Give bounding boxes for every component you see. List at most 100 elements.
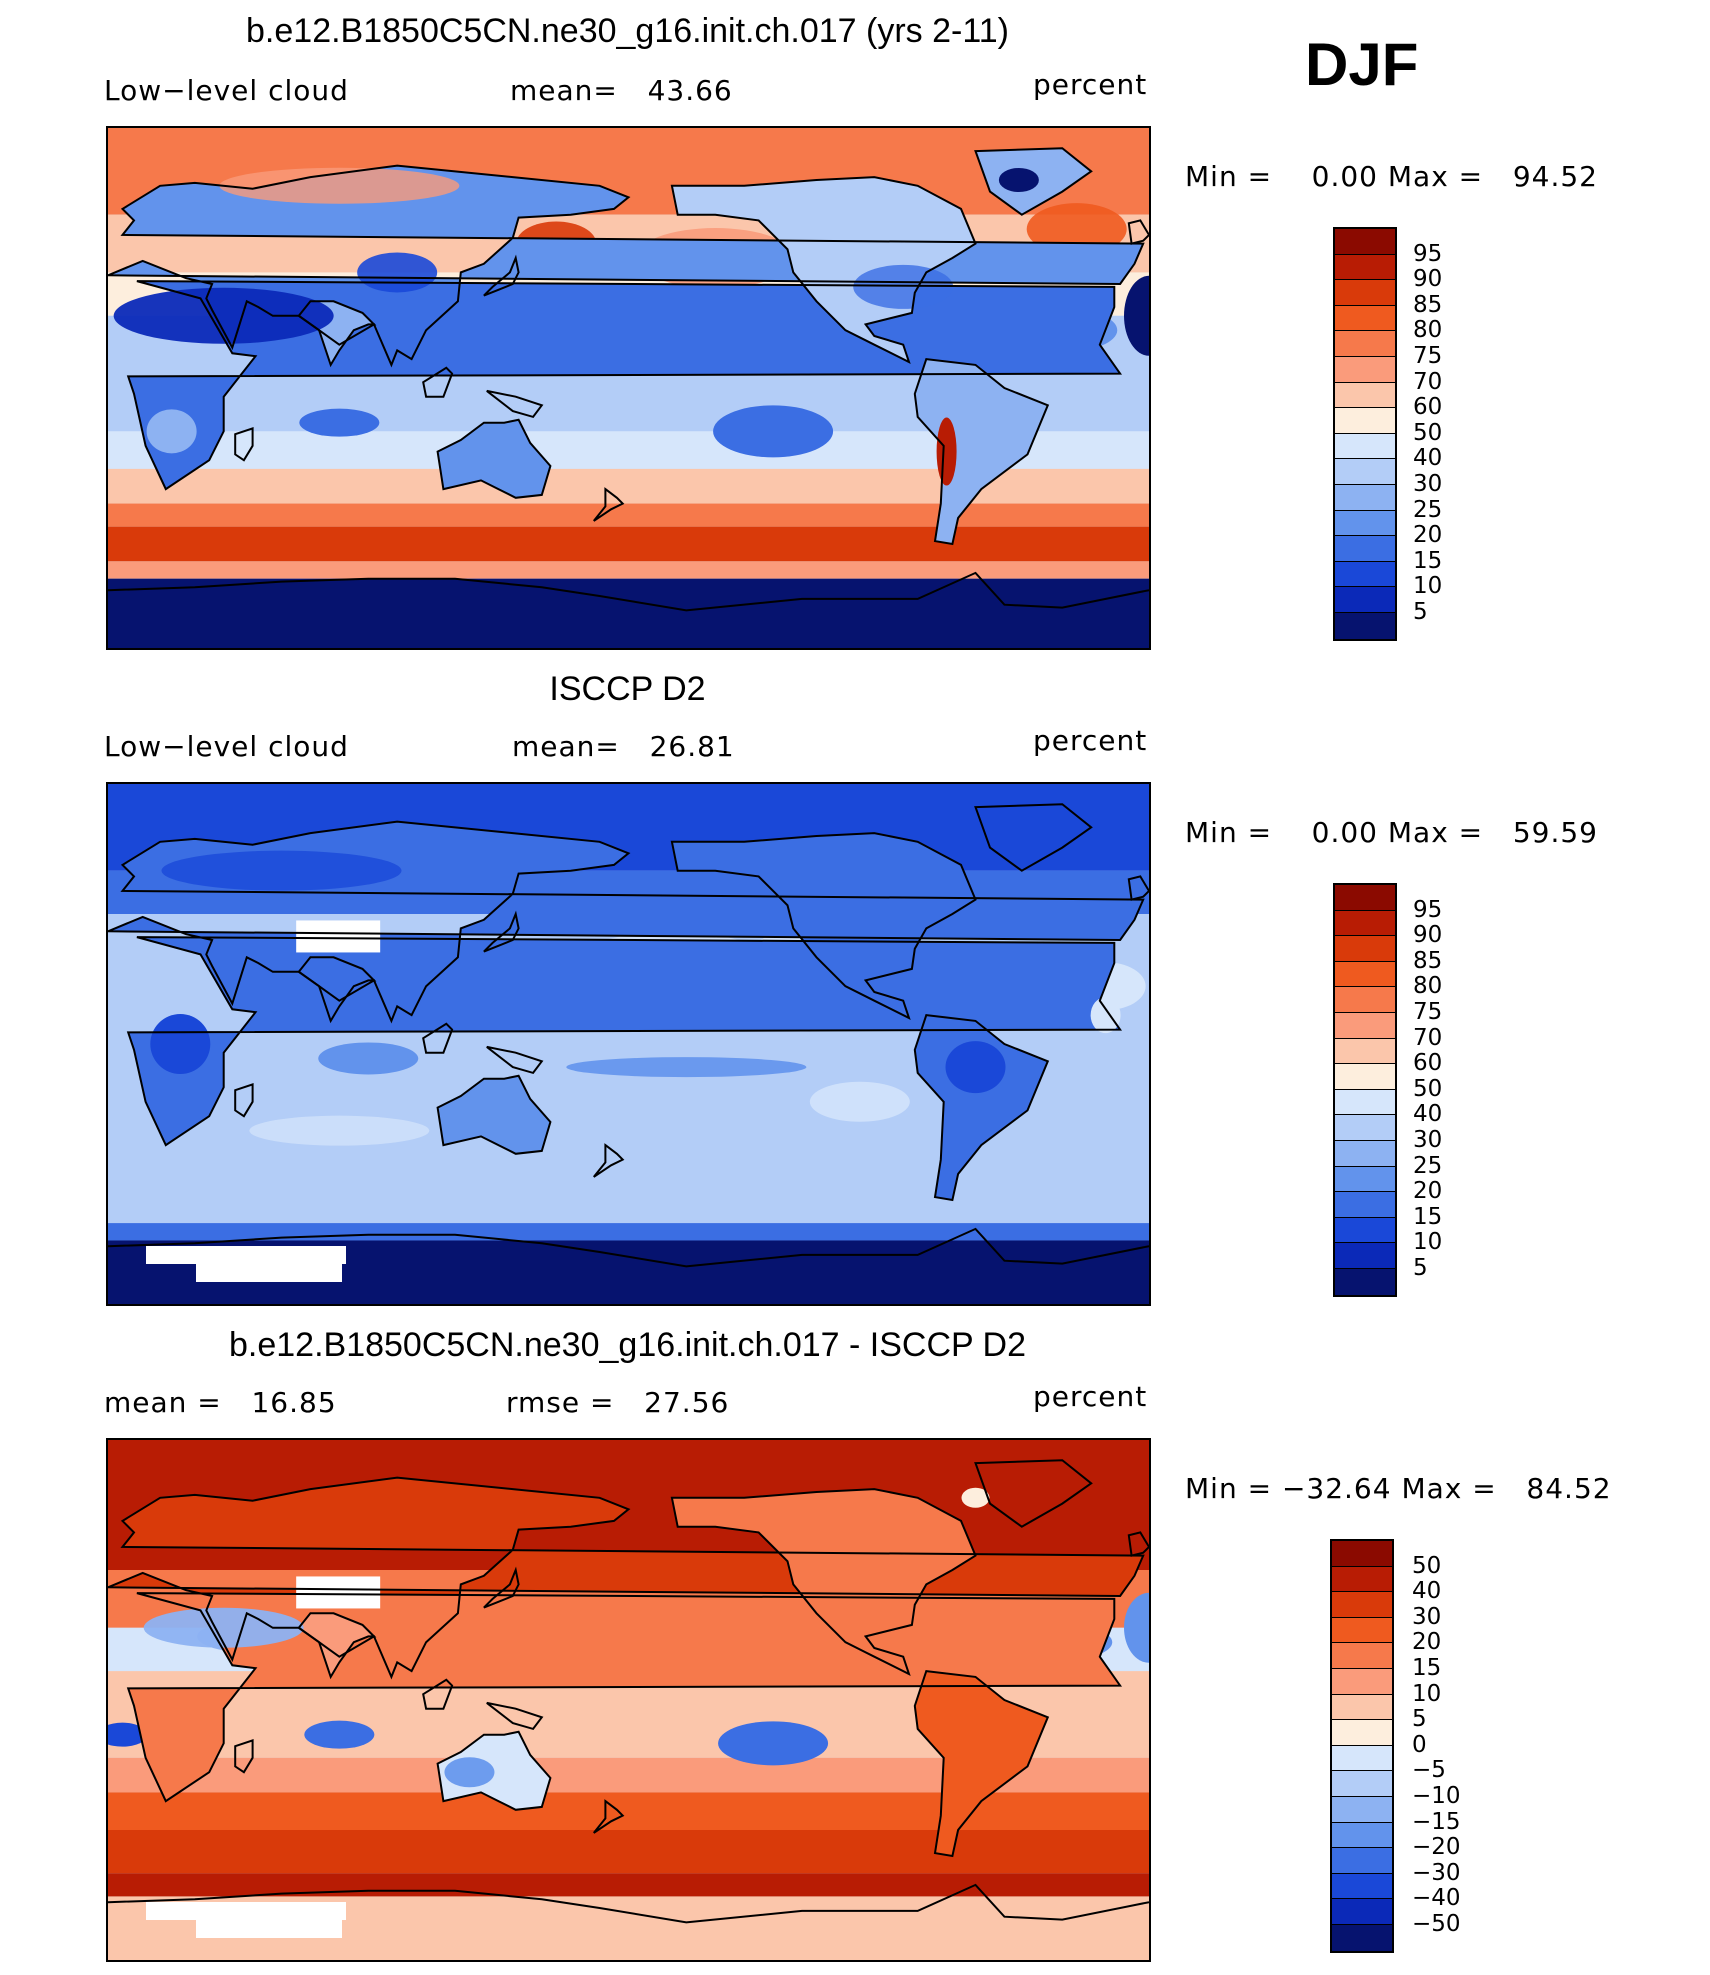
colorbar-swatch: [1335, 561, 1395, 588]
panel2-mean-label: mean= 26.81: [512, 730, 735, 763]
colorbar-swatch: [1332, 1720, 1392, 1746]
colorbar-tick-label: 20: [1412, 1629, 1442, 1656]
panel1-colorbar: [1333, 227, 1397, 641]
colorbar-tick-label: 75: [1413, 999, 1443, 1025]
colorbar-tick-label: −50: [1412, 1911, 1461, 1937]
panel2-map: [106, 782, 1151, 1306]
colorbar-swatch: [1335, 280, 1395, 306]
panel3-colorbar: [1330, 1539, 1394, 1953]
colorbar-tick-label: 15: [1412, 1655, 1442, 1681]
colorbar-tick-label: 95: [1413, 240, 1443, 267]
colorbar-swatch: [1335, 433, 1395, 460]
colorbar-swatch: [1335, 1243, 1395, 1269]
colorbar-swatch: [1335, 356, 1395, 383]
colorbar-swatch: [1335, 305, 1395, 332]
colorbar-tick-label: −20: [1412, 1834, 1461, 1861]
colorbar-tick-label: 10: [1412, 1680, 1442, 1707]
colorbar-swatch: [1335, 1140, 1395, 1167]
colorbar-swatch: [1335, 936, 1395, 962]
colorbar-tick-label: 15: [1413, 547, 1443, 574]
panel2-title: ISCCP D2: [549, 670, 706, 708]
colorbar-swatch: [1335, 1012, 1395, 1039]
colorbar-swatch: [1332, 1566, 1392, 1593]
colorbar-tick-label: 90: [1413, 922, 1443, 949]
colorbar-swatch: [1335, 382, 1395, 409]
colorbar-tick-label: 30: [1412, 1603, 1442, 1630]
colorbar-tick-label: 90: [1413, 266, 1443, 293]
colorbar-swatch: [1335, 987, 1395, 1013]
colorbar-tick-label: −30: [1412, 1859, 1461, 1886]
colorbar-swatch: [1332, 1873, 1392, 1900]
colorbar-tick-label: 40: [1413, 1101, 1443, 1128]
colorbar-tick-label: 80: [1413, 973, 1443, 1000]
colorbar-tick-label: 50: [1412, 1552, 1442, 1579]
colorbar-swatch: [1335, 587, 1395, 613]
colorbar-swatch: [1332, 1541, 1392, 1567]
colorbar-swatch: [1332, 1745, 1392, 1772]
panel3-rmse-label: rmse = 27.56: [506, 1386, 730, 1419]
panel1-mean-label: mean= 43.66: [510, 74, 733, 107]
colorbar-tick-label: 50: [1413, 1075, 1443, 1102]
colorbar-swatch: [1335, 1089, 1395, 1116]
colorbar-swatch: [1332, 1668, 1392, 1695]
colorbar-tick-label: 85: [1413, 291, 1443, 318]
panel3-title: b.e12.B1850C5CN.ne30_g16.init.ch.017 - I…: [229, 1326, 1026, 1364]
panel3-map: [106, 1438, 1151, 1962]
colorbar-tick-label: 5: [1413, 1255, 1428, 1281]
colorbar-tick-label: 80: [1413, 317, 1443, 344]
colorbar-tick-label: 70: [1413, 1024, 1443, 1051]
colorbar-tick-label: 95: [1413, 896, 1443, 923]
coastlines: [108, 803, 1149, 1268]
coastlines: [108, 1459, 1149, 1924]
colorbar-swatch: [1335, 961, 1395, 988]
colorbar-swatch: [1332, 1617, 1392, 1644]
panel1-map: [106, 126, 1151, 650]
colorbar-tick-label: 5: [1412, 1706, 1427, 1733]
colorbar-swatch: [1335, 1064, 1395, 1090]
colorbar-swatch: [1332, 1643, 1392, 1669]
colorbar-tick-label: 30: [1413, 1127, 1443, 1153]
colorbar-swatch: [1335, 1115, 1395, 1141]
colorbar-swatch: [1335, 459, 1395, 485]
colorbar-tick-label: −5: [1412, 1757, 1446, 1784]
colorbar-tick-label: −10: [1412, 1783, 1461, 1809]
colorbar-swatch: [1332, 1771, 1392, 1797]
colorbar-swatch: [1335, 885, 1395, 911]
colorbar-tick-label: 75: [1413, 343, 1443, 369]
panel3-units-label: percent: [1033, 1380, 1148, 1413]
colorbar-swatch: [1332, 1848, 1392, 1874]
panel2-units-label: percent: [1033, 724, 1148, 757]
colorbar-tick-label: 0: [1412, 1731, 1427, 1758]
colorbar-tick-label: 40: [1413, 445, 1443, 472]
colorbar-tick-label: 10: [1413, 1229, 1443, 1256]
panel2-variable-label: Low−level cloud: [104, 730, 349, 763]
colorbar-swatch: [1335, 408, 1395, 434]
colorbar-tick-label: 20: [1413, 522, 1443, 549]
colorbar-swatch: [1335, 612, 1395, 639]
colorbar-swatch: [1335, 1166, 1395, 1193]
colorbar-swatch: [1335, 910, 1395, 937]
colorbar-swatch: [1335, 1038, 1395, 1065]
colorbar-swatch: [1332, 1694, 1392, 1721]
colorbar-tick-label: 5: [1413, 599, 1428, 625]
colorbar-tick-label: 85: [1413, 947, 1443, 974]
colorbar-tick-label: 10: [1413, 573, 1443, 600]
coastlines: [108, 147, 1149, 612]
colorbar-swatch: [1335, 254, 1395, 281]
colorbar-swatch: [1335, 331, 1395, 357]
panel1-variable-label: Low−level cloud: [104, 74, 349, 107]
colorbar-tick-label: 20: [1413, 1178, 1443, 1205]
colorbar-swatch: [1335, 1268, 1395, 1295]
colorbar-tick-label: 50: [1413, 419, 1443, 446]
panel1-minmax: Min = 0.00 Max = 94.52: [1185, 160, 1598, 193]
colorbar-tick-label: 30: [1413, 471, 1443, 497]
colorbar-tick-label: 60: [1413, 394, 1443, 421]
colorbar-swatch: [1332, 1822, 1392, 1849]
colorbar-swatch: [1335, 1192, 1395, 1218]
season-label: DJF: [1305, 31, 1419, 98]
colorbar-tick-label: −40: [1412, 1885, 1461, 1912]
colorbar-tick-label: 60: [1413, 1050, 1443, 1077]
colorbar-swatch: [1335, 1217, 1395, 1244]
panel2-colorbar: [1333, 883, 1397, 1297]
colorbar-swatch: [1332, 1592, 1392, 1618]
